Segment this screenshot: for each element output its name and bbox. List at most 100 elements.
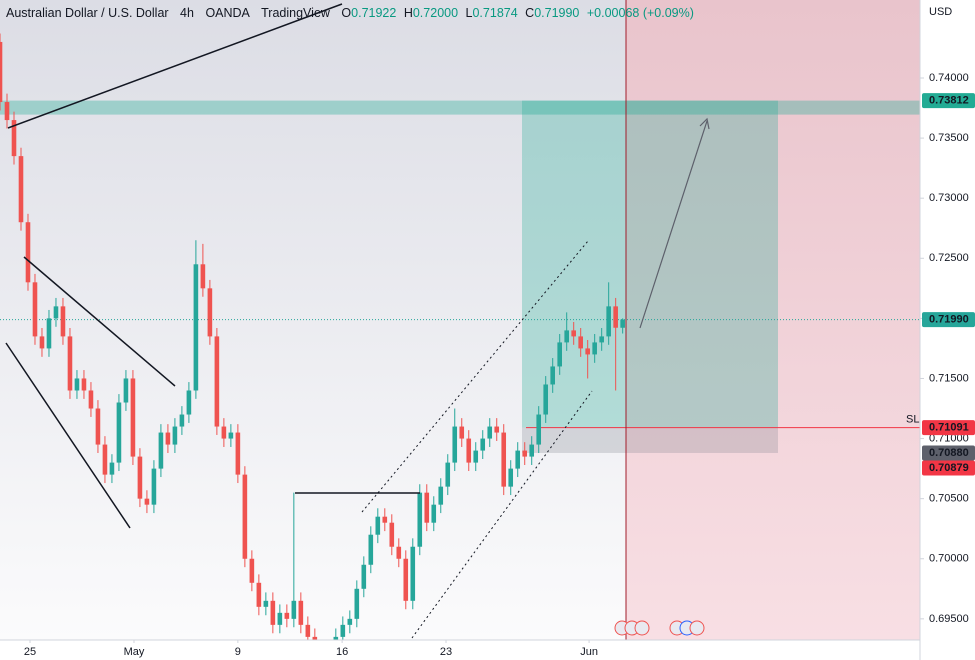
y-tick-label: 0.72500 bbox=[929, 252, 969, 264]
y-tick-label: 0.71500 bbox=[929, 372, 969, 384]
candle-body bbox=[60, 306, 66, 337]
candle-body bbox=[473, 450, 479, 463]
price-badge-label: 0.70880 bbox=[929, 447, 969, 459]
x-tick-label: Jun bbox=[580, 646, 598, 658]
x-tick-label: May bbox=[124, 646, 145, 658]
candle-body bbox=[130, 378, 136, 457]
candle-body bbox=[242, 474, 248, 559]
candle-body bbox=[403, 558, 409, 601]
candle-body bbox=[536, 414, 542, 445]
candle-body bbox=[151, 468, 157, 505]
candle-body bbox=[123, 378, 129, 403]
price-badge bbox=[922, 445, 975, 461]
candle-body bbox=[550, 366, 555, 385]
target-zone bbox=[522, 100, 778, 428]
x-tick-label: 25 bbox=[24, 646, 36, 658]
candle-body bbox=[571, 330, 576, 337]
candle-body bbox=[417, 492, 423, 547]
candle-body bbox=[599, 336, 604, 343]
candle-body bbox=[466, 438, 472, 463]
candle-body bbox=[270, 600, 276, 625]
stop-zone bbox=[522, 427, 778, 453]
candle-body bbox=[235, 432, 241, 475]
candle-body bbox=[592, 342, 597, 355]
price-badge-label: 0.71990 bbox=[929, 313, 969, 325]
interval: 4h bbox=[180, 6, 194, 20]
y-tick-label: 0.74000 bbox=[929, 72, 969, 84]
candle-body bbox=[340, 624, 346, 637]
candle-body bbox=[32, 282, 38, 337]
y-tick-label: 0.73000 bbox=[929, 192, 969, 204]
candle-body bbox=[165, 432, 171, 445]
candle-body bbox=[144, 498, 150, 505]
event-icon bbox=[634, 620, 650, 636]
event-icon bbox=[689, 620, 705, 636]
candle-body bbox=[557, 342, 562, 367]
candle-body bbox=[578, 336, 583, 349]
symbol: Australian Dollar / U.S. Dollar bbox=[6, 6, 169, 20]
candle-body bbox=[214, 336, 220, 427]
candle-body bbox=[158, 432, 164, 469]
candle-body bbox=[361, 564, 367, 589]
candle-body bbox=[620, 319, 625, 328]
candle-body bbox=[368, 534, 374, 565]
candle-body bbox=[137, 456, 143, 499]
candle-body bbox=[263, 600, 269, 607]
candle-body bbox=[193, 264, 199, 391]
candle-body bbox=[410, 546, 416, 601]
candle-body bbox=[11, 120, 17, 157]
price-axis bbox=[920, 0, 975, 660]
x-tick-label: 9 bbox=[235, 646, 241, 658]
sl-text: SL bbox=[906, 414, 919, 426]
candle-body bbox=[81, 378, 87, 391]
event-icons bbox=[614, 620, 705, 636]
candle-body bbox=[228, 432, 234, 439]
candle-body bbox=[564, 330, 569, 343]
candle-body bbox=[74, 378, 80, 391]
brand: TradingView bbox=[261, 6, 330, 20]
change: +0.00068 (+0.09%) bbox=[586, 6, 694, 20]
y-tick-label: 0.71000 bbox=[929, 432, 969, 444]
candle-body bbox=[256, 582, 262, 607]
price-badge bbox=[922, 420, 975, 436]
candle-body bbox=[501, 432, 507, 487]
candle-body bbox=[354, 588, 360, 619]
candle-body bbox=[39, 336, 45, 349]
candle-body bbox=[102, 444, 108, 475]
candle-body bbox=[249, 558, 255, 583]
candle-body bbox=[438, 486, 444, 505]
ohlc-value: 0.71874 bbox=[472, 6, 518, 20]
channel-line bbox=[361, 240, 589, 513]
ohlc-value: 0.72000 bbox=[412, 6, 459, 20]
candle-body bbox=[606, 306, 611, 337]
candle-body bbox=[172, 426, 178, 445]
ohlc-key: H bbox=[403, 6, 413, 20]
price-badge bbox=[922, 93, 975, 109]
candle-body bbox=[375, 516, 381, 535]
candle-body bbox=[298, 600, 304, 625]
candle-body bbox=[95, 408, 101, 445]
x-tick-label: 23 bbox=[440, 646, 452, 658]
ohlc-key: O bbox=[341, 6, 352, 20]
candle-body bbox=[396, 546, 402, 559]
time-axis bbox=[0, 640, 920, 660]
candle-body bbox=[207, 288, 213, 337]
candle-body bbox=[4, 102, 10, 121]
price-badge-label: 0.73812 bbox=[929, 95, 969, 107]
candle-body bbox=[0, 41, 3, 103]
candle-body bbox=[284, 612, 290, 619]
candle-body bbox=[347, 618, 353, 625]
candle-body bbox=[67, 336, 73, 391]
exchange: OANDA bbox=[205, 6, 250, 20]
candle-body bbox=[109, 462, 115, 475]
candle-body bbox=[291, 600, 297, 619]
x-tick-label: 16 bbox=[336, 646, 348, 658]
candle-body bbox=[459, 426, 465, 439]
candle-body bbox=[543, 384, 549, 415]
candle-body bbox=[382, 516, 388, 523]
candle-body bbox=[515, 450, 521, 469]
candle-body bbox=[88, 390, 94, 409]
price-badge bbox=[922, 312, 975, 328]
arrow-head bbox=[699, 117, 710, 130]
y-tick-label: 0.70000 bbox=[929, 553, 969, 565]
